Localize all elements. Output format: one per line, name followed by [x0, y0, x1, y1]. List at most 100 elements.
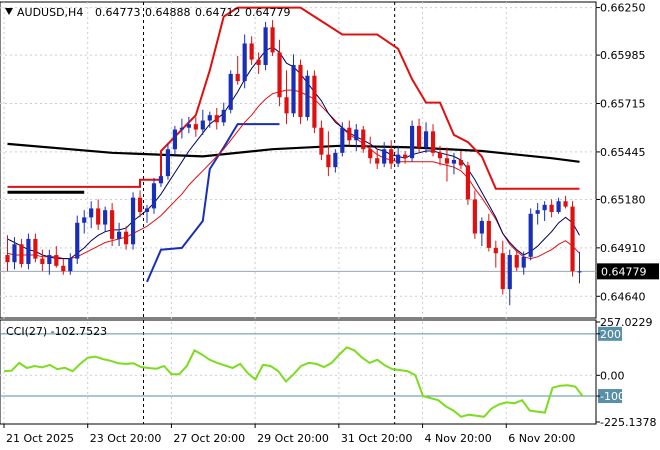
bull-candle — [382, 149, 387, 164]
bear-candle — [235, 73, 240, 82]
bear-candle — [96, 208, 101, 225]
time-tick-label: 21 Oct 2025 — [6, 432, 74, 445]
price-tick-label: 0.65715 — [600, 98, 646, 111]
bear-candle — [326, 154, 331, 168]
bear-candle — [403, 154, 408, 159]
bear-candle — [444, 158, 450, 164]
price-tick-label: 0.64640 — [600, 290, 646, 303]
bull-candle — [228, 73, 233, 110]
time-axis: 21 Oct 2025 23 Oct 20:00 27 Oct 20:00 29 Oc… — [3, 424, 575, 445]
upper-stop-line — [7, 6, 580, 190]
chart-title: AUDUSD,H4 0.64773 0.64888 0.64712 0.6477… — [5, 6, 291, 19]
bear-candle — [284, 97, 289, 114]
time-tick-label: 31 Oct 20:00 — [341, 432, 413, 445]
bull-candle — [172, 129, 178, 150]
bull-candle — [556, 201, 561, 212]
last-price-label: 0.64779 — [601, 265, 647, 278]
bear-candle — [270, 27, 275, 53]
collapse-triangle-icon[interactable] — [5, 8, 13, 15]
bear-candle — [549, 204, 554, 212]
bear-candle — [368, 149, 373, 159]
cci-line — [3, 346, 584, 418]
bear-candle — [54, 255, 59, 266]
ohlc-high: 0.64888 — [145, 6, 191, 19]
price-tick-label: 0.66250 — [600, 2, 646, 15]
bear-candle — [389, 149, 394, 164]
time-tick-label: 29 Oct 20:00 — [257, 432, 329, 445]
cci-level-badge — [598, 326, 622, 341]
bull-candle — [340, 127, 345, 153]
bear-candle — [500, 253, 505, 290]
bull-candle — [396, 154, 401, 164]
bear-candle — [110, 210, 115, 239]
bear-candle — [19, 244, 24, 264]
bear-candle — [570, 206, 575, 272]
bear-candle — [214, 115, 219, 123]
ohlc-close: 0.64779 — [245, 6, 291, 19]
bull-candle — [179, 127, 184, 130]
lower-stop-line — [146, 123, 280, 283]
bull-candle — [103, 210, 108, 225]
bull-candle — [165, 149, 171, 177]
bear-candle — [563, 201, 568, 207]
bear-candle — [193, 124, 198, 130]
bear-candle — [375, 158, 380, 164]
cci-levels — [0, 333, 596, 397]
symbol-title: AUDUSD,H4 — [17, 6, 83, 19]
time-tick-label: 6 Nov 20:00 — [508, 432, 575, 445]
cci-tick-label: -225.1378 — [600, 416, 656, 429]
bear-candle — [347, 127, 352, 141]
bear-candle — [312, 75, 317, 128]
price-axis: 0.66250 0.65985 0.65715 0.65445 0.65180 0.649… — [596, 2, 659, 303]
bull-candle — [263, 27, 268, 65]
bull-candle — [423, 131, 429, 148]
bull-candle — [528, 213, 533, 257]
bull-candle — [68, 258, 73, 272]
bear-candle — [256, 59, 261, 65]
bull-candle — [130, 197, 136, 245]
bull-candle — [479, 220, 484, 234]
cci-panel-frame — [0, 319, 597, 425]
bear-candle — [298, 64, 303, 117]
bull-candle — [221, 109, 226, 123]
price-panel-frame — [0, 1, 597, 319]
bull-candle — [117, 231, 122, 239]
bull-candle — [451, 160, 457, 164]
bear-candle — [458, 160, 464, 166]
time-tick-label: 23 Oct 20:00 — [90, 432, 162, 445]
bull-candle — [158, 176, 164, 184]
cci-series-line — [3, 346, 584, 418]
cci-tick-label: 0.00 — [600, 369, 625, 382]
cci-tick-label: 200 — [600, 328, 621, 341]
bull-candle — [409, 125, 415, 159]
bear-candle — [437, 152, 443, 159]
price-tick-label: 0.65985 — [600, 49, 646, 62]
bull-candle — [200, 120, 205, 130]
bear-candle — [123, 231, 129, 245]
time-tick-label: 27 Oct 20:00 — [173, 432, 245, 445]
bull-candle — [305, 75, 310, 117]
bull-candle — [333, 152, 338, 168]
bear-candle — [319, 127, 324, 155]
cci-tick-label: -100 — [600, 390, 625, 403]
price-tick-label: 0.65445 — [600, 146, 646, 159]
bear-candle — [361, 129, 366, 150]
ohlc-open: 0.64773 — [95, 6, 141, 19]
bear-candle — [430, 131, 436, 153]
bull-candle — [542, 204, 547, 211]
time-tick-label: 4 Nov 20:00 — [425, 432, 492, 445]
bull-candle — [242, 43, 247, 82]
price-tick-label: 0.64910 — [600, 242, 646, 255]
bull-candle — [535, 210, 540, 214]
bull-candle — [151, 183, 157, 209]
bull-candle — [47, 255, 52, 264]
bear-candle — [416, 125, 422, 148]
bull-candle — [89, 208, 94, 218]
bull-candle — [82, 217, 87, 223]
bull-candle — [144, 208, 150, 212]
price-panel: 0.66250 0.65985 0.65715 0.65445 0.65180 0.649… — [0, 1, 659, 424]
bull-candle — [507, 255, 512, 290]
bull-candle — [577, 271, 582, 273]
